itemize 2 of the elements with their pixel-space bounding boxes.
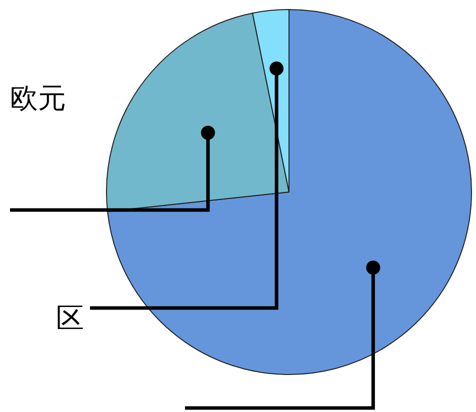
slice-label: 欧元	[10, 81, 66, 114]
slice-label: 区	[56, 301, 84, 334]
